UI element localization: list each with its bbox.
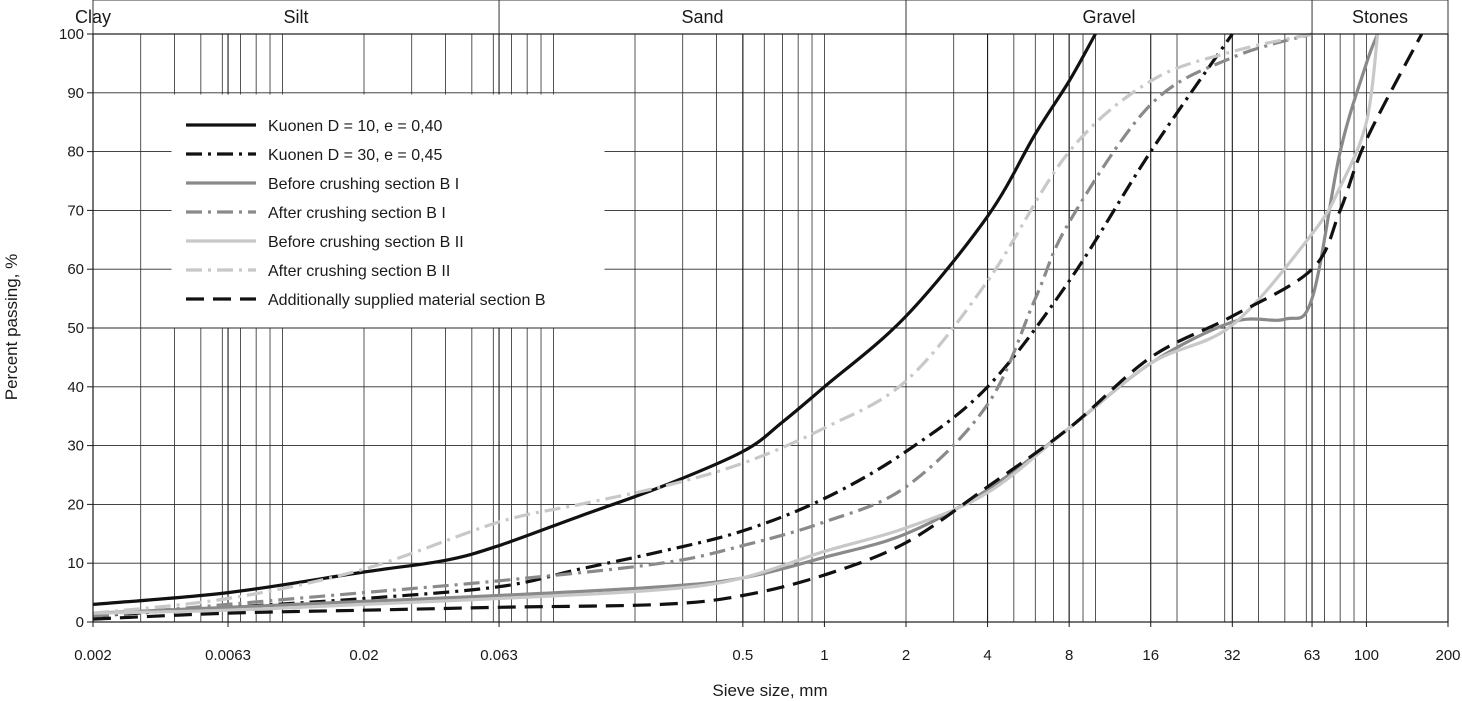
y-tick-label: 60 [67,261,84,278]
series-line-7 [92,33,1424,621]
x-axis-label: Sieve size, mm [712,681,827,700]
series-line-6 [92,32,1313,615]
x-tick-label: 200 [1435,647,1460,664]
x-tick-label: 8 [1065,647,1073,664]
band-label: Silt [284,7,309,27]
y-tick-label: 70 [67,202,84,219]
band-label: Gravel [1083,7,1136,27]
x-tick-label: 0.063 [480,647,518,664]
y-tick-label: 20 [67,496,84,513]
legend-label-7: Additionally supplied material section B [268,292,545,309]
y-tick-label: 0 [76,614,84,631]
band-label: Stones [1352,7,1408,27]
x-tick-label: 63 [1304,647,1321,664]
series-line-2 [92,33,1234,618]
y-tick-label: 40 [67,379,84,396]
legend-label-3: Before crushing section B I [268,176,459,193]
legend-label-4: After crushing section B I [268,205,446,222]
x-tick-label: 0.0063 [205,647,251,664]
legend-label-5: Before crushing section B II [268,234,464,251]
series-line-1 [92,33,1097,606]
y-tick-label: 50 [67,320,84,337]
x-tick-label: 1 [820,647,828,664]
x-tick-label: 0.02 [349,647,378,664]
legend-box [171,94,605,328]
y-tick-label: 100 [59,26,84,43]
series-line-5 [92,33,1380,615]
y-tick-label: 30 [67,438,84,455]
x-tick-label: 16 [1142,647,1159,664]
legend-label-1: Kuonen D = 10, e = 0,40 [268,118,442,135]
y-tick-label: 90 [67,85,84,102]
y-axis-label: Percent passing, % [2,254,21,400]
legend: Kuonen D = 10, e = 0,40 Kuonen D = 30, e … [171,94,605,328]
x-tick-label: 2 [902,647,910,664]
soil-band-header: Clay Silt Sand Gravel Stones [75,0,1449,35]
y-axis-ticks: 0 10 20 30 40 50 60 70 80 90 100 [59,26,93,631]
x-tick-label: 0.5 [732,647,753,664]
y-tick-label: 10 [67,555,84,572]
legend-label-6: After crushing section B II [268,263,450,280]
x-tick-label: 32 [1224,647,1241,664]
band-label: Sand [681,7,723,27]
series-line-4 [92,32,1313,618]
x-tick-label: 0.002 [74,647,112,664]
x-tick-label: 4 [983,647,991,664]
y-tick-label: 80 [67,144,84,161]
x-axis-ticks: 0.002 0.0063 0.02 0.063 0.5 1 2 4 8 16 32 63 100 200 [74,622,1461,664]
x-tick-label: 100 [1354,647,1379,664]
series-layer [92,32,1424,621]
band-header-box [92,0,1449,35]
legend-label-2: Kuonen D = 30, e = 0,45 [268,147,442,164]
